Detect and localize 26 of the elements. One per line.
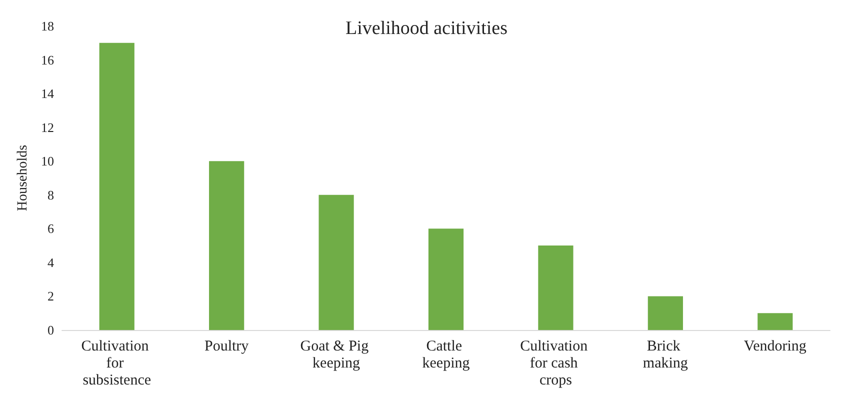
- x-tick-label: Cultivation for subsistence: [81, 338, 152, 388]
- bar: [99, 42, 134, 330]
- bar: [538, 246, 574, 330]
- y-tick-label: 0: [48, 322, 54, 338]
- bar: [209, 161, 244, 330]
- bar: [758, 313, 793, 330]
- y-tick-label: 6: [48, 221, 54, 236]
- y-tick-label: 12: [41, 120, 54, 135]
- y-axis-title: Households: [16, 144, 30, 212]
- bar: [648, 296, 683, 330]
- x-tick-label: Cultivation for cash crops: [520, 338, 592, 388]
- bar: [428, 228, 464, 330]
- bar: [318, 194, 354, 330]
- y-tick-label: 10: [41, 154, 54, 169]
- y-tick-label: 18: [41, 18, 54, 34]
- x-tick-label: Goat & Pig keeping: [300, 338, 372, 372]
- x-tick-label: Cattle keeping: [422, 338, 470, 372]
- chart-title: Livelihood acitivities: [346, 18, 508, 39]
- y-tick-label: 2: [48, 288, 54, 304]
- y-tick-label: 4: [48, 254, 54, 270]
- x-tick-label: Brick making: [642, 338, 688, 372]
- y-tick-label: 16: [41, 52, 54, 68]
- y-tick-label: 14: [41, 86, 54, 102]
- x-tick-label: Vendoring: [744, 338, 807, 354]
- y-tick-label: 8: [48, 187, 54, 202]
- x-tick-label: Poultry: [204, 338, 250, 354]
